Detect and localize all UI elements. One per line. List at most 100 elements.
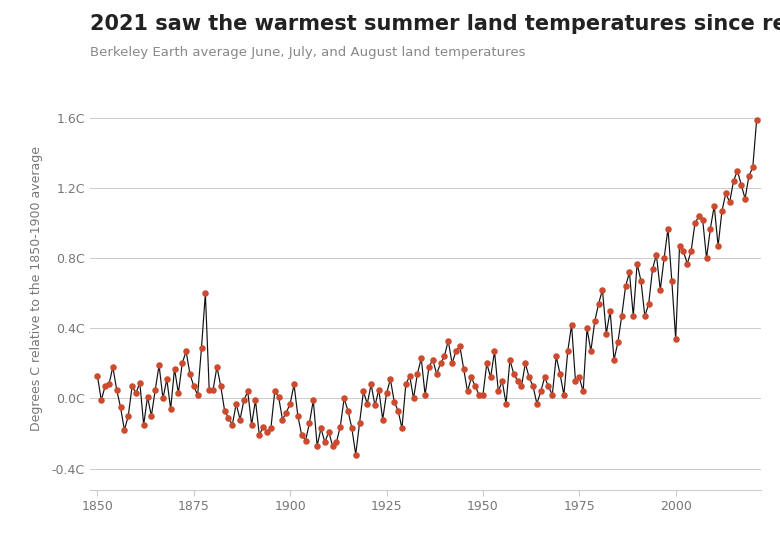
Point	[184, 370, 197, 378]
Point	[338, 394, 350, 403]
Point	[385, 375, 397, 384]
Point	[523, 373, 535, 382]
Point	[446, 359, 459, 368]
Point	[137, 420, 150, 429]
Point	[250, 396, 262, 405]
Point	[395, 424, 408, 433]
Point	[95, 396, 108, 405]
Point	[484, 373, 497, 382]
Point	[322, 427, 335, 436]
Point	[403, 371, 416, 380]
Point	[720, 189, 732, 198]
Point	[157, 394, 169, 403]
Point	[203, 385, 215, 394]
Point	[292, 412, 304, 420]
Point	[739, 194, 751, 203]
Point	[500, 399, 512, 408]
Point	[716, 207, 729, 215]
Point	[731, 166, 743, 175]
Point	[431, 370, 443, 378]
Point	[187, 382, 200, 391]
Point	[373, 385, 385, 394]
Y-axis label: Degrees C relative to the 1850-1900 average: Degrees C relative to the 1850-1900 aver…	[30, 146, 44, 431]
Point	[658, 254, 670, 262]
Point	[300, 436, 312, 445]
Point	[211, 362, 223, 371]
Point	[427, 355, 439, 364]
Point	[488, 347, 501, 355]
Point	[465, 373, 477, 382]
Point	[685, 247, 697, 255]
Point	[727, 177, 739, 186]
Point	[550, 352, 562, 361]
Point	[554, 370, 566, 378]
Point	[165, 405, 177, 413]
Point	[257, 422, 269, 431]
Point	[708, 201, 721, 210]
Point	[246, 420, 258, 429]
Point	[596, 286, 608, 294]
Point	[133, 378, 146, 387]
Point	[226, 420, 239, 429]
Point	[172, 389, 185, 398]
Point	[477, 391, 489, 399]
Point	[318, 438, 331, 447]
Point	[234, 415, 246, 424]
Point	[643, 300, 655, 308]
Point	[334, 422, 346, 431]
Point	[153, 361, 165, 370]
Point	[480, 359, 493, 368]
Point	[218, 406, 231, 415]
Point	[284, 399, 296, 408]
Point	[743, 171, 755, 180]
Point	[566, 321, 578, 329]
Point	[361, 399, 374, 408]
Point	[296, 431, 308, 440]
Point	[407, 394, 420, 403]
Point	[280, 408, 292, 417]
Point	[330, 438, 342, 447]
Point	[365, 380, 378, 389]
Point	[423, 362, 435, 371]
Point	[191, 391, 204, 399]
Point	[272, 392, 285, 401]
Point	[526, 382, 539, 391]
Point	[689, 219, 701, 228]
Point	[723, 198, 736, 207]
Point	[91, 371, 104, 380]
Point	[581, 324, 594, 333]
Point	[635, 277, 647, 286]
Point	[697, 215, 709, 224]
Point	[438, 352, 451, 361]
Point	[508, 370, 520, 378]
Point	[604, 307, 616, 315]
Point	[399, 380, 412, 389]
Point	[534, 387, 547, 396]
Point	[639, 312, 651, 320]
Point	[346, 424, 358, 433]
Point	[311, 441, 324, 450]
Point	[230, 399, 243, 408]
Point	[492, 387, 505, 396]
Point	[647, 265, 659, 273]
Point	[530, 399, 543, 408]
Point	[651, 250, 663, 259]
Point	[573, 373, 586, 382]
Point	[107, 362, 119, 371]
Point	[442, 337, 455, 345]
Text: Berkeley Earth average June, July, and August land temperatures: Berkeley Earth average June, July, and A…	[90, 46, 525, 59]
Text: 2021 saw the warmest summer land temperatures since records began: 2021 saw the warmest summer land tempera…	[90, 14, 780, 34]
Point	[704, 224, 717, 233]
Point	[661, 224, 674, 233]
Point	[592, 300, 604, 308]
Point	[450, 347, 463, 355]
Point	[415, 354, 427, 362]
Point	[357, 387, 370, 396]
Point	[623, 268, 636, 276]
Point	[665, 277, 678, 286]
Point	[392, 406, 404, 415]
Point	[261, 427, 273, 436]
Point	[461, 387, 473, 396]
Point	[149, 385, 161, 394]
Point	[349, 450, 362, 459]
